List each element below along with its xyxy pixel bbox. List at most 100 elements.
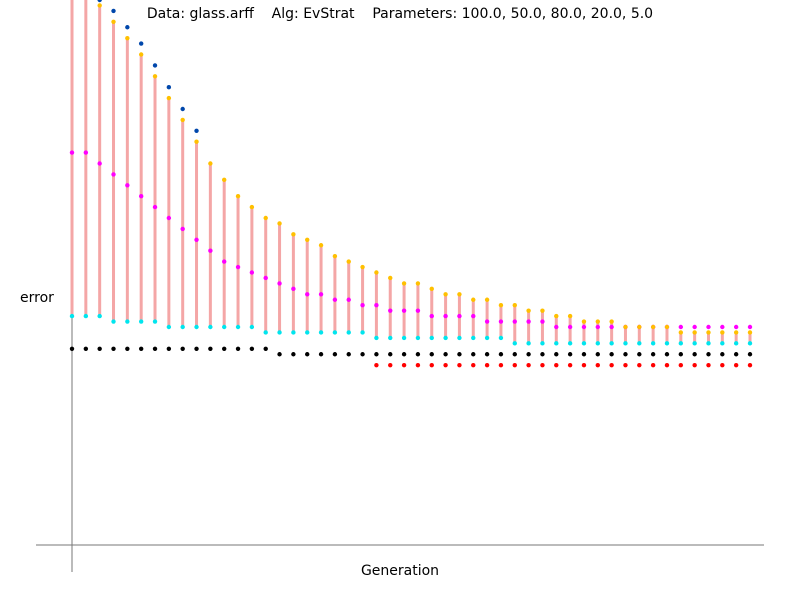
data-point <box>111 8 116 14</box>
data-point <box>83 313 89 319</box>
data-point <box>747 352 753 357</box>
data-point <box>401 308 407 313</box>
data-point <box>650 362 656 368</box>
population-band <box>264 218 268 333</box>
data-point <box>111 346 116 351</box>
data-point <box>554 352 559 357</box>
data-point <box>526 341 531 346</box>
data-point <box>650 352 656 357</box>
population-band <box>471 299 475 338</box>
data-point <box>664 352 670 357</box>
data-point <box>401 352 407 357</box>
population-band <box>513 305 517 344</box>
data-point <box>512 341 517 346</box>
data-point <box>471 297 476 302</box>
population-band <box>236 196 240 327</box>
data-point <box>249 204 255 210</box>
data-point <box>484 297 490 302</box>
data-point <box>360 303 365 308</box>
data-point <box>138 52 144 57</box>
data-point <box>249 270 255 275</box>
data-point <box>360 264 365 270</box>
data-point <box>692 324 697 330</box>
data-point <box>443 335 448 341</box>
y-axis-label: error <box>20 290 54 306</box>
data-point <box>166 95 172 101</box>
data-point <box>360 330 365 335</box>
data-point <box>152 346 158 351</box>
data-point <box>401 362 407 368</box>
data-point <box>194 324 199 330</box>
data-point <box>554 324 559 330</box>
data-point <box>457 292 462 297</box>
data-point <box>222 259 227 264</box>
data-point <box>706 341 711 346</box>
data-point <box>554 341 559 346</box>
data-point <box>125 183 130 188</box>
data-point <box>152 204 158 210</box>
data-point <box>623 324 628 330</box>
data-point <box>581 362 587 368</box>
data-point <box>249 324 255 330</box>
population-band <box>693 332 697 344</box>
data-point <box>540 341 545 346</box>
data-point <box>277 221 282 226</box>
data-point <box>581 341 587 346</box>
x-axis-label: Generation <box>360 563 440 579</box>
data-point <box>374 352 379 357</box>
population-band <box>153 76 157 322</box>
data-point <box>415 335 421 341</box>
data-point <box>471 352 476 357</box>
data-point <box>263 275 268 281</box>
data-point <box>166 324 172 330</box>
population-band <box>485 299 489 338</box>
data-point <box>720 362 725 368</box>
data-point <box>747 341 753 346</box>
data-point <box>388 352 393 357</box>
data-point <box>208 161 213 166</box>
data-point <box>650 341 656 346</box>
data-point <box>318 243 324 248</box>
data-point <box>97 0 102 3</box>
data-point <box>526 319 531 324</box>
data-point <box>429 313 434 319</box>
data-point <box>664 362 670 368</box>
data-point <box>692 330 697 335</box>
data-point <box>609 319 614 324</box>
population-band <box>610 321 614 344</box>
data-point <box>595 319 600 324</box>
data-point <box>443 313 448 319</box>
data-point <box>457 313 462 319</box>
data-point <box>180 346 185 351</box>
data-point <box>429 352 434 357</box>
population-band <box>139 54 143 322</box>
data-point <box>305 352 310 357</box>
data-point <box>97 313 102 319</box>
data-point <box>222 346 227 351</box>
data-point <box>111 319 116 324</box>
population-band <box>734 332 738 344</box>
data-point <box>166 346 172 351</box>
data-point <box>388 275 393 281</box>
data-point <box>457 352 462 357</box>
data-point <box>664 324 670 330</box>
data-point <box>747 330 753 335</box>
data-point <box>540 319 545 324</box>
data-point <box>512 352 517 357</box>
data-point <box>194 139 199 144</box>
data-point <box>706 362 711 368</box>
data-point <box>291 330 296 335</box>
data-point <box>318 292 324 297</box>
data-point <box>733 362 739 368</box>
data-point <box>263 346 268 351</box>
population-band <box>679 332 683 344</box>
data-point <box>166 215 172 221</box>
data-point <box>484 319 490 324</box>
data-point <box>567 362 573 368</box>
data-point <box>138 41 144 46</box>
data-point <box>332 330 338 335</box>
data-point <box>208 248 213 253</box>
data-point <box>623 341 628 346</box>
data-point <box>388 362 393 368</box>
data-point <box>678 341 684 346</box>
